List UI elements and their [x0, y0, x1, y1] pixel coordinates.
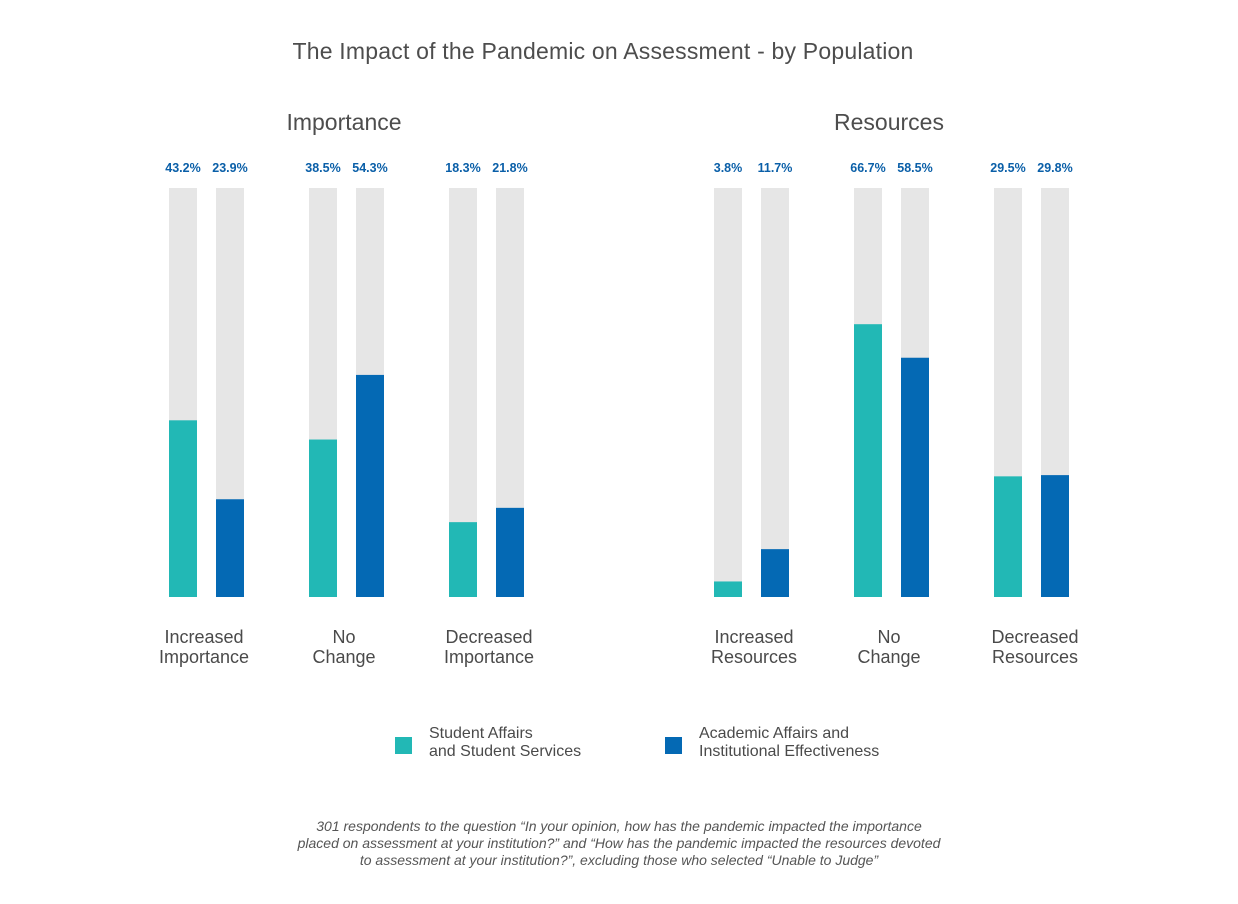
category-label: Importance — [444, 647, 534, 667]
data-label: 58.5% — [897, 161, 932, 175]
category-label: Change — [857, 647, 920, 667]
bar-student — [994, 476, 1022, 597]
footnote: 301 respondents to the question “In your… — [0, 818, 1238, 869]
bar-student — [714, 581, 742, 597]
bar-academic — [496, 507, 524, 597]
bar-academic — [761, 549, 789, 597]
data-label: 18.3% — [445, 161, 480, 175]
panel-title: Resources — [834, 109, 944, 135]
category-label: Resources — [992, 647, 1078, 667]
legend-item-academic-affairs: Academic Affairs and Institutional Effec… — [665, 725, 959, 761]
category-label: Importance — [159, 647, 249, 667]
bar-academic — [1041, 475, 1069, 597]
data-label: 43.2% — [165, 161, 200, 175]
data-label: 11.7% — [758, 161, 793, 175]
category-label: Decreased — [991, 627, 1078, 647]
bar-student — [449, 522, 477, 597]
bar-academic — [901, 357, 929, 597]
legend-label-student-affairs: Student Affairs and Student Services — [429, 725, 689, 761]
bar-track — [714, 188, 742, 597]
panel-title: Importance — [286, 109, 401, 135]
footnote-line: to assessment at your institution?”, exc… — [359, 852, 879, 868]
data-label: 29.5% — [990, 161, 1025, 175]
category-label: Increased — [714, 627, 793, 647]
legend-label-line: Student Affairs — [429, 725, 533, 742]
legend-swatch-student-affairs — [395, 737, 412, 754]
footnote-line: placed on assessment at your institution… — [297, 835, 941, 851]
data-label: 3.8% — [714, 161, 743, 175]
bar-academic — [356, 374, 384, 597]
legend: Student Affairs and Student Services Aca… — [0, 725, 1238, 775]
footnote-line: 301 respondents to the question “In your… — [316, 818, 922, 834]
bar-student — [854, 324, 882, 597]
category-label: Change — [312, 647, 375, 667]
legend-swatch-academic-affairs — [665, 737, 682, 754]
data-label: 23.9% — [212, 161, 247, 175]
chart-title: The Impact of the Pandemic on Assessment… — [292, 38, 914, 64]
legend-label-academic-affairs: Academic Affairs and Institutional Effec… — [699, 725, 959, 761]
legend-label-line: Academic Affairs and — [699, 725, 850, 742]
legend-label-line: and Student Services — [429, 743, 582, 760]
data-label: 54.3% — [352, 161, 387, 175]
data-label: 38.5% — [305, 161, 340, 175]
bar-academic — [216, 499, 244, 597]
data-label: 66.7% — [850, 161, 885, 175]
data-label: 29.8% — [1037, 161, 1072, 175]
category-label: Decreased — [445, 627, 532, 647]
category-label: Increased — [164, 627, 243, 647]
legend-label-line: Institutional Effectiveness — [699, 743, 880, 760]
bar-track — [761, 188, 789, 597]
data-label: 21.8% — [492, 161, 527, 175]
legend-item-student-affairs: Student Affairs and Student Services — [395, 725, 689, 761]
category-label: Resources — [711, 647, 797, 667]
category-label: No — [332, 627, 355, 647]
bar-student — [169, 420, 197, 597]
bar-student — [309, 439, 337, 597]
category-label: No — [877, 627, 900, 647]
